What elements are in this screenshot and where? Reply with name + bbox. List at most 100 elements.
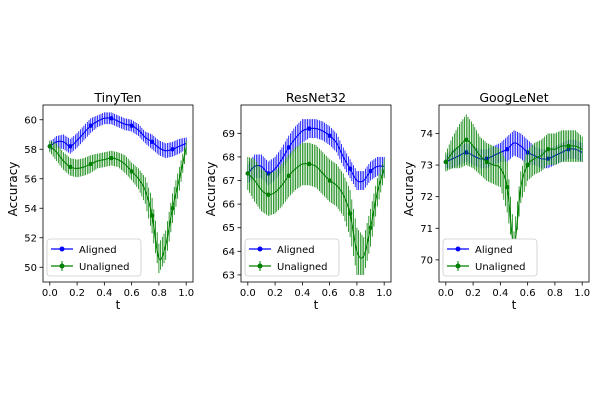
data-point [129, 123, 134, 128]
data-point [525, 162, 530, 168]
data-point [306, 126, 312, 131]
y-axis-label: Accuracy [204, 162, 218, 217]
legend-label-unaligned: Unaligned [475, 262, 526, 273]
data-point [545, 147, 551, 152]
x-tick-label: 0.4 [492, 288, 508, 299]
x-axis-label: t [314, 298, 319, 312]
x-axis-label: t [512, 298, 517, 312]
data-point [286, 173, 291, 178]
data-point [286, 145, 291, 150]
series-unaligned [443, 114, 583, 257]
plot-title: GoogLeNet [479, 90, 548, 105]
legend-frame [442, 238, 538, 277]
subplot-googlenet: GoogLeNet Accuracy t 0.0 0.2 0.4 0.6 0.8 1.0 7… [402, 90, 590, 312]
y-tick-label: 69 [222, 129, 235, 140]
y-tick-label: 54 [24, 204, 37, 215]
axes-frame [240, 104, 392, 283]
data-point [566, 143, 571, 149]
x-tick-label: 1.0 [574, 288, 590, 299]
y-tick-label: 72 [420, 192, 433, 203]
y-tick-label: 71 [420, 224, 433, 235]
y-tick-label: 50 [24, 263, 37, 274]
data-point [47, 144, 53, 149]
x-tick-label: 1.0 [178, 288, 194, 299]
plot-area: 0.0 0.2 0.4 0.6 0.8 1.0 63 64 65 66 67 68 69 [222, 104, 392, 299]
y-tick-label: 65 [222, 223, 235, 234]
x-tick-label: 0.0 [42, 288, 58, 299]
data-point [327, 178, 332, 183]
data-point [68, 144, 73, 149]
data-point [504, 184, 510, 190]
y-tick-label: 66 [222, 200, 235, 211]
data-point [443, 159, 449, 165]
y-tick-label: 52 [24, 233, 37, 244]
x-tick-label: 1.0 [376, 288, 392, 299]
data-point [68, 164, 73, 170]
data-point [484, 159, 489, 165]
y-tick-label: 70 [420, 255, 433, 266]
x-tick-label: 0.8 [349, 288, 365, 299]
data-point [306, 161, 312, 167]
legend-frame [46, 238, 142, 277]
data-point [170, 147, 175, 152]
data-point [108, 116, 114, 121]
x-tick-label: 0.0 [438, 288, 454, 299]
series-layer [245, 119, 385, 275]
x-tick-label: 0.6 [520, 288, 536, 299]
legend-label-aligned: Aligned [79, 245, 117, 256]
series-unaligned [245, 142, 385, 275]
y-tick-label: 64 [222, 247, 235, 258]
data-point [464, 137, 469, 142]
y-tick-label: 73 [420, 161, 433, 172]
data-point [149, 213, 155, 218]
data-point [170, 206, 175, 211]
subplot-resnet32: ResNet32 Accuracy t 0.0 0.2 0.4 0.6 0.8 1.0 63… [204, 90, 392, 312]
data-point [245, 171, 251, 176]
legend-label-aligned: Aligned [277, 245, 315, 256]
y-tick-label: 58 [24, 145, 37, 156]
legend-marker-aligned [59, 246, 65, 252]
legend: Aligned Unaligned [244, 238, 340, 277]
data-point [266, 192, 271, 197]
x-tick-label: 0.0 [240, 288, 256, 299]
x-tick-label: 0.4 [294, 288, 310, 299]
y-tick-label: 68 [222, 152, 235, 163]
x-tick-label: 0.8 [151, 288, 167, 299]
y-tick-label: 63 [222, 270, 235, 281]
series-layer [47, 112, 187, 274]
legend-marker-unaligned [455, 263, 461, 269]
series-unaligned [47, 140, 187, 274]
y-tick-label: 74 [420, 129, 433, 140]
legend: Aligned Unaligned [442, 238, 538, 277]
legend-marker-aligned [257, 246, 263, 252]
plot-area: 0.0 0.2 0.4 0.6 0.8 1.0 50 52 54 56 58 60 [24, 104, 194, 299]
data-point [347, 211, 353, 216]
series-line-aligned [49, 117, 187, 152]
series-layer [443, 114, 583, 257]
x-tick-label: 0.4 [96, 288, 112, 299]
x-tick-label: 0.8 [547, 288, 563, 299]
data-point [347, 166, 353, 171]
data-point [368, 168, 373, 174]
data-point [327, 133, 332, 138]
data-point [504, 147, 510, 152]
plot-area: 0.0 0.2 0.4 0.6 0.8 1.0 70 71 72 73 74 [420, 104, 590, 299]
y-tick-label: 56 [24, 174, 37, 185]
data-point [88, 161, 93, 167]
x-tick-label: 0.6 [124, 288, 140, 299]
legend-marker-unaligned [59, 263, 65, 269]
legend-marker-aligned [455, 246, 461, 252]
x-tick-label: 0.2 [465, 288, 481, 299]
plot-title: ResNet32 [286, 90, 346, 105]
axes-frame [438, 104, 590, 283]
x-axis-label: t [116, 298, 121, 312]
y-tick-label: 67 [222, 176, 235, 187]
data-point [149, 139, 155, 145]
data-point [129, 169, 134, 174]
legend: Aligned Unaligned [46, 238, 142, 277]
data-point [108, 155, 114, 161]
axes-frame [42, 104, 194, 283]
y-axis-label: Accuracy [402, 162, 416, 217]
legend-label-unaligned: Unaligned [277, 262, 328, 273]
